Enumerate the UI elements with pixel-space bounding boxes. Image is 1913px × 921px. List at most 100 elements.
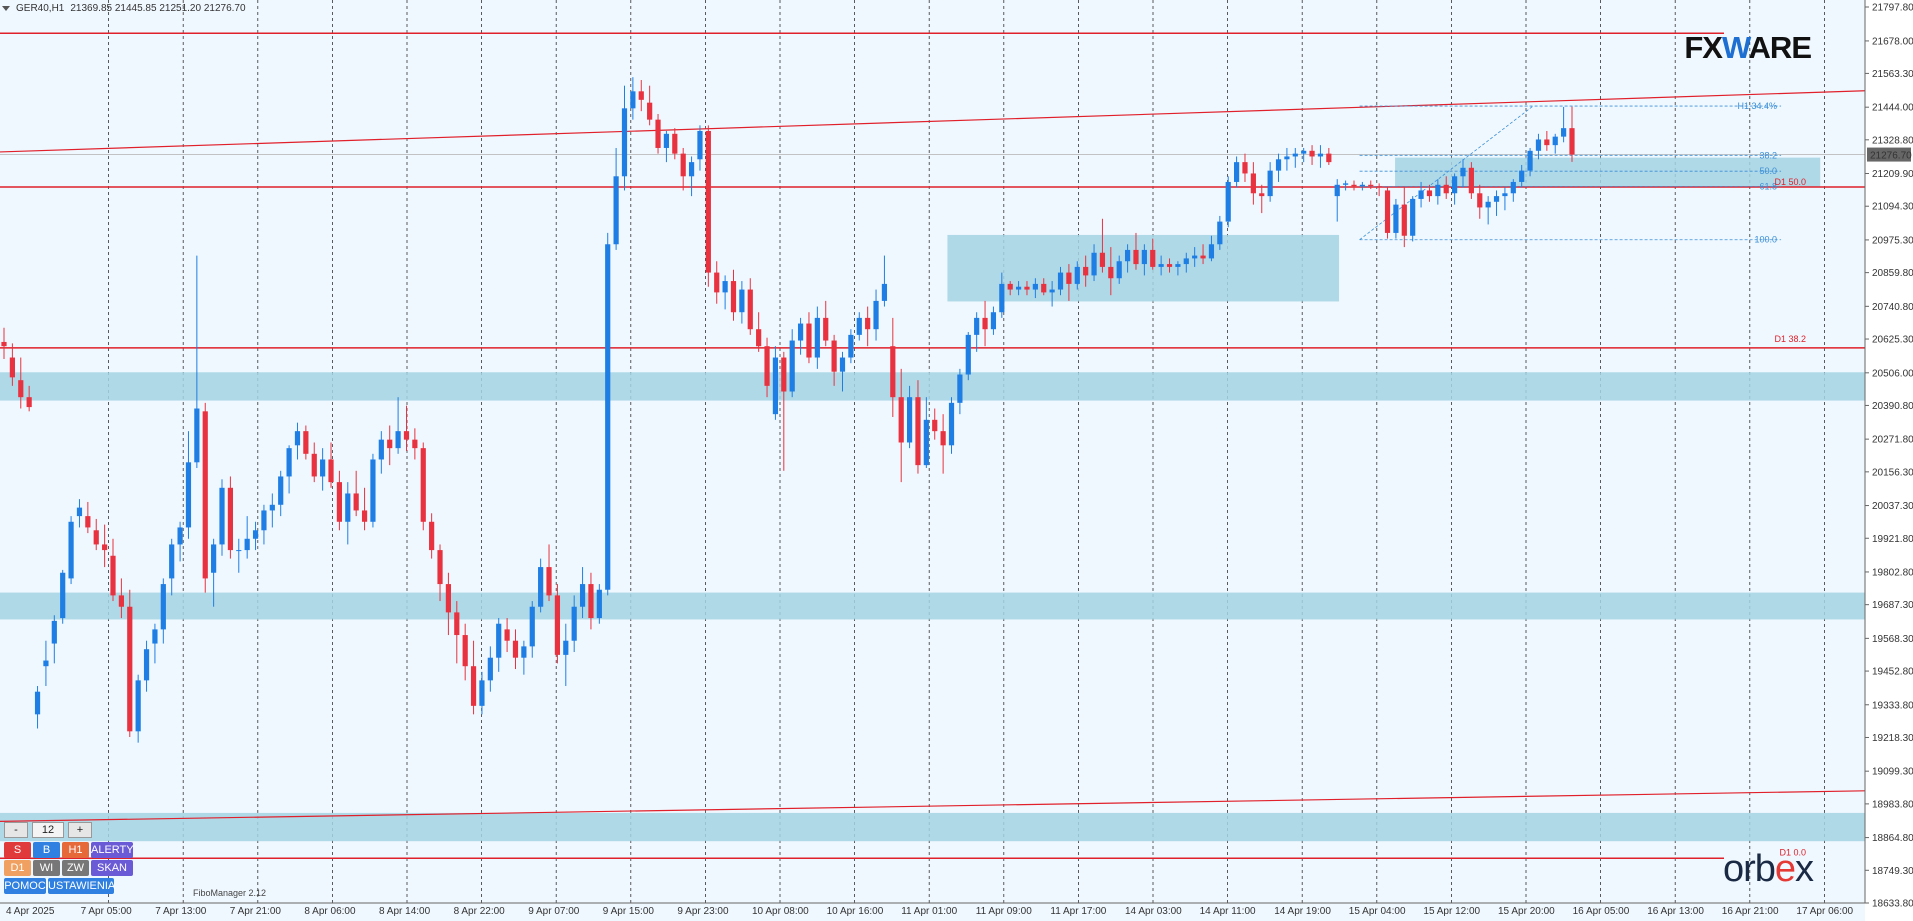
candle-body xyxy=(915,397,921,466)
candle-body xyxy=(1468,167,1474,194)
h1-button[interactable]: H1 xyxy=(62,842,89,858)
candle-body xyxy=(504,629,510,641)
d1-button[interactable]: D1 xyxy=(4,860,31,876)
candle-body xyxy=(378,439,384,460)
alerts-button[interactable]: ALERTY xyxy=(91,842,134,858)
candle-body xyxy=(1116,261,1122,279)
candle-body xyxy=(487,657,493,681)
fib-label: 50.0 xyxy=(1760,166,1778,176)
candle-body xyxy=(672,133,678,154)
fxware-logo-part3: ARE xyxy=(1748,30,1812,65)
wi-button[interactable]: WI xyxy=(33,860,60,876)
candle-body xyxy=(1519,170,1525,182)
candle-body xyxy=(110,555,116,596)
support-resistance-zones xyxy=(0,157,1865,842)
candle-body xyxy=(1460,167,1466,177)
candle-body xyxy=(1435,184,1441,197)
candle-body xyxy=(663,133,670,148)
candle-body xyxy=(680,153,686,177)
candle-body xyxy=(772,357,779,415)
zoom-in-button[interactable]: + xyxy=(68,822,92,838)
candle-body xyxy=(18,380,24,398)
candle-body xyxy=(1049,289,1055,293)
y-tick-label: 21209.90 xyxy=(1872,169,1913,180)
y-tick-label: 20037.30 xyxy=(1872,501,1913,512)
candle-body xyxy=(647,102,653,120)
candle-body xyxy=(1007,283,1013,290)
y-tick-label: 20156.30 xyxy=(1872,467,1913,478)
candle-body xyxy=(1569,128,1575,155)
x-tick-label: 8 Apr 14:00 xyxy=(379,906,431,917)
sell-button[interactable]: S xyxy=(4,842,31,858)
candle-body xyxy=(1301,150,1307,154)
candle-body xyxy=(1250,173,1256,194)
candle-body xyxy=(579,584,586,607)
candle-body xyxy=(890,346,896,398)
candle-body xyxy=(1326,153,1332,163)
x-tick-label: 14 Apr 19:00 xyxy=(1274,906,1331,917)
candle-body xyxy=(982,317,988,330)
y-tick-label: 21797.80 xyxy=(1872,3,1913,14)
buy-button[interactable]: B xyxy=(33,842,60,858)
y-tick-label: 21094.30 xyxy=(1872,202,1913,213)
candle-body xyxy=(1359,184,1365,187)
trend-line xyxy=(0,790,1866,822)
d1-fib-label: D1 38.2 xyxy=(1774,334,1806,344)
candle-body xyxy=(261,510,267,531)
y-tick-label: 21563.30 xyxy=(1872,69,1913,80)
candle-body xyxy=(278,476,284,505)
candle-body xyxy=(722,281,728,293)
candle-body xyxy=(764,346,770,386)
candle-body xyxy=(328,459,334,483)
candle-body xyxy=(345,493,351,522)
candle-body xyxy=(806,323,812,358)
zone-0 xyxy=(0,372,1865,401)
dropdown-triangle-icon[interactable] xyxy=(2,5,10,11)
help-button[interactable]: POMOC xyxy=(4,878,46,894)
x-tick-label: 8 Apr 06:00 xyxy=(304,906,356,917)
candle-body xyxy=(1032,283,1038,290)
candle-body xyxy=(1225,181,1231,222)
d1-fib-label: D1 0.0 xyxy=(1779,847,1806,857)
fxware-logo: FXWARE xyxy=(1684,30,1812,66)
candle-body xyxy=(1376,186,1382,188)
zw-button[interactable]: ZW xyxy=(62,860,89,876)
candle-body xyxy=(1166,264,1173,267)
candle-body xyxy=(1544,139,1550,146)
y-tick-label: 21328.80 xyxy=(1872,135,1913,146)
candle-body xyxy=(1393,204,1399,233)
candle-body xyxy=(286,448,292,477)
candle-body xyxy=(1083,266,1089,276)
y-tick-label: 19568.30 xyxy=(1872,634,1913,645)
candle-body xyxy=(26,397,32,408)
x-tick-label: 7 Apr 21:00 xyxy=(230,906,282,917)
candle-body xyxy=(1317,153,1324,157)
zone-2 xyxy=(0,812,1865,842)
candle-body xyxy=(596,589,602,619)
candle-body xyxy=(68,521,74,579)
candle-body xyxy=(1401,204,1407,236)
candle-body xyxy=(43,660,49,667)
candle-body xyxy=(1275,159,1282,171)
zoom-value[interactable]: 12 xyxy=(32,822,64,838)
candle-body xyxy=(613,176,619,245)
candle-body xyxy=(965,334,971,375)
zoom-controls: - 12 + xyxy=(4,822,133,838)
candle-body xyxy=(974,317,980,335)
x-tick-label: 7 Apr 13:00 xyxy=(155,906,207,917)
candle-body xyxy=(370,459,376,522)
candle-body xyxy=(1552,136,1558,146)
y-tick-label: 20975.30 xyxy=(1872,235,1913,246)
scan-button[interactable]: SKAN xyxy=(91,860,133,876)
candle-body xyxy=(454,612,460,636)
candle-body xyxy=(311,453,317,477)
x-tick-label: 15 Apr 20:00 xyxy=(1498,906,1555,917)
y-tick-label: 19802.80 xyxy=(1872,567,1913,578)
settings-button[interactable]: USTAWIENIA xyxy=(48,878,116,894)
candle-body xyxy=(730,281,737,313)
y-tick-label: 20859.80 xyxy=(1872,268,1913,279)
candle-body xyxy=(688,162,695,177)
zoom-out-button[interactable]: - xyxy=(4,822,28,838)
